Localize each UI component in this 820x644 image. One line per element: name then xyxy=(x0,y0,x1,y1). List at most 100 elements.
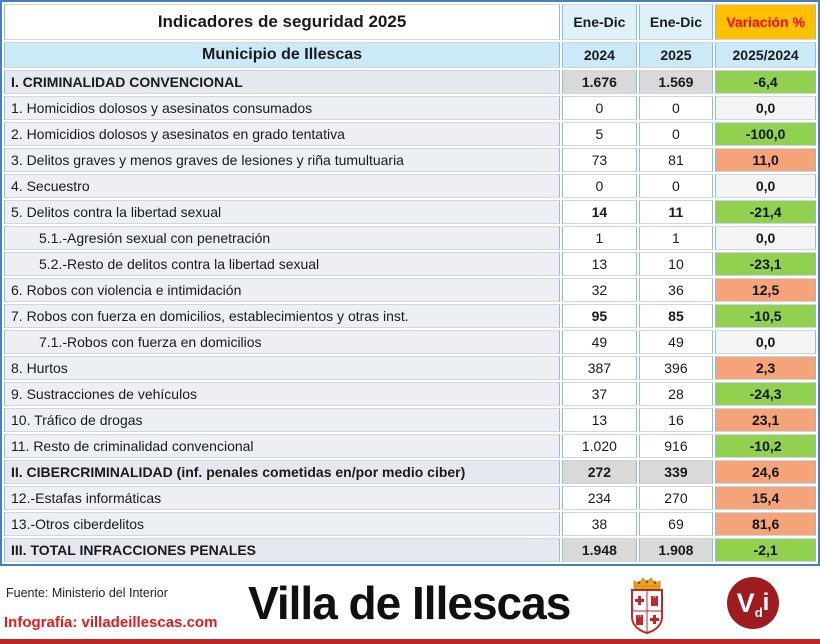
row-label: 1. Homicidios dolosos y asesinatos consu… xyxy=(4,96,561,120)
table-row: 1. Homicidios dolosos y asesinatos consu… xyxy=(4,96,816,120)
value-2025: 1.908 xyxy=(638,538,714,562)
table-row: 4. Secuestro 0 0 0,0 xyxy=(4,174,816,198)
table-row: 2. Homicidios dolosos y asesinatos en gr… xyxy=(4,122,816,146)
vdi-logo-letter-i: i xyxy=(762,589,770,616)
row-label: 7. Robos con fuerza en domicilios, estab… xyxy=(4,304,561,328)
row-label: 3. Delitos graves y menos graves de lesi… xyxy=(4,148,561,172)
value-2024: 95 xyxy=(562,304,637,328)
value-2024: 234 xyxy=(562,486,637,510)
value-2024: 0 xyxy=(562,96,637,120)
value-2025: 49 xyxy=(638,330,714,354)
table-row: 6. Robos con violencia e intimidación 32 3… xyxy=(4,278,816,302)
table-row: 5. Delitos contra la libertad sexual 14 11… xyxy=(4,200,816,224)
value-2024: 1.020 xyxy=(562,434,637,458)
variation-value: 81,6 xyxy=(715,512,816,536)
value-2024: 13 xyxy=(562,252,637,276)
variation-value: 23,1 xyxy=(715,408,816,432)
table-body: I. CRIMINALIDAD CONVENCIONAL 1.676 1.569 -6… xyxy=(4,70,816,562)
infographic-credit: Infografía: villadeillescas.com xyxy=(4,614,218,631)
row-label: 5.2.-Resto de delitos contra la libertad… xyxy=(4,252,561,276)
coat-of-arms-icon xyxy=(631,577,663,635)
value-2025: 270 xyxy=(638,486,714,510)
variation-value: 11,0 xyxy=(715,148,816,172)
row-label: 11. Resto de criminalidad convencional xyxy=(4,434,561,458)
value-2025: 0 xyxy=(638,122,714,146)
table-row: III. TOTAL INFRACCIONES PENALES 1.948 1.90… xyxy=(4,538,816,562)
value-2025: 396 xyxy=(638,356,714,380)
row-label: 5. Delitos contra la libertad sexual xyxy=(4,200,561,224)
security-indicators-table: Indicadores de seguridad 2025 Ene-Dic En… xyxy=(0,0,820,566)
table-row: 9. Sustracciones de vehículos 37 28 -24,3 xyxy=(4,382,816,406)
value-2025: 11 xyxy=(638,200,714,224)
table-row: 5.2.-Resto de delitos contra la libertad… xyxy=(4,252,816,276)
row-label: 9. Sustracciones de vehículos xyxy=(4,382,561,406)
value-2024: 0 xyxy=(562,174,637,198)
value-2024: 73 xyxy=(562,148,637,172)
value-2024: 1 xyxy=(562,226,637,250)
table-row: 8. Hurtos 387 396 2,3 xyxy=(4,356,816,380)
value-2025: 85 xyxy=(638,304,714,328)
bottom-red-strip xyxy=(0,639,820,644)
col-header-year-2025: 2025 xyxy=(638,42,714,68)
col-header-ratio: 2025/2024 xyxy=(715,42,816,68)
table-row: 5.1.-Agresión sexual con penetración 1 1 0,… xyxy=(4,226,816,250)
table-title: Indicadores de seguridad 2025 xyxy=(4,4,561,40)
col-header-period-2025: Ene-Dic xyxy=(638,4,714,40)
vdi-logo-letter-v: V xyxy=(736,587,755,618)
row-label: 2. Homicidios dolosos y asesinatos en gr… xyxy=(4,122,561,146)
municipality-title: Municipio de Illescas xyxy=(4,42,561,68)
row-label: 7.1.-Robos con fuerza en domicilios xyxy=(4,330,561,354)
variation-value: -10,2 xyxy=(715,434,816,458)
value-2024: 272 xyxy=(562,460,637,484)
header-row-periods: Indicadores de seguridad 2025 Ene-Dic En… xyxy=(4,4,816,40)
table-row: 7.1.-Robos con fuerza en domicilios 49 49 0… xyxy=(4,330,816,354)
row-label: 10. Tráfico de drogas xyxy=(4,408,561,432)
value-2024: 49 xyxy=(562,330,637,354)
table-row: 7. Robos con fuerza en domicilios, estab… xyxy=(4,304,816,328)
variation-value: -6,4 xyxy=(715,70,816,94)
table-row: II. CIBERCRIMINALIDAD (inf. penales come… xyxy=(4,460,816,484)
value-2025: 0 xyxy=(638,174,714,198)
col-header-period-2024: Ene-Dic xyxy=(562,4,637,40)
value-2025: 10 xyxy=(638,252,714,276)
value-2025: 0 xyxy=(638,96,714,120)
col-header-variation: Variación % xyxy=(715,4,816,40)
row-label: 8. Hurtos xyxy=(4,356,561,380)
value-2025: 69 xyxy=(638,512,714,536)
value-2024: 387 xyxy=(562,356,637,380)
value-2025: 28 xyxy=(638,382,714,406)
value-2024: 14 xyxy=(562,200,637,224)
variation-value: 2,3 xyxy=(715,356,816,380)
variation-value: -10,5 xyxy=(715,304,816,328)
variation-value: 15,4 xyxy=(715,486,816,510)
value-2025: 36 xyxy=(638,278,714,302)
variation-value: 0,0 xyxy=(715,226,816,250)
row-label: 13.-Otros ciberdelitos xyxy=(4,512,561,536)
variation-value: 12,5 xyxy=(715,278,816,302)
row-label: 12.-Estafas informáticas xyxy=(4,486,561,510)
table-row: 12.-Estafas informáticas 234 270 15,4 xyxy=(4,486,816,510)
row-label: 4. Secuestro xyxy=(4,174,561,198)
value-2025: 339 xyxy=(638,460,714,484)
table-row: I. CRIMINALIDAD CONVENCIONAL 1.676 1.569 -6… xyxy=(4,70,816,94)
table-row: 10. Tráfico de drogas 13 16 23,1 xyxy=(4,408,816,432)
value-2024: 1.948 xyxy=(562,538,637,562)
brand-title: Villa de Illescas xyxy=(248,577,571,629)
value-2024: 5 xyxy=(562,122,637,146)
value-2024: 38 xyxy=(562,512,637,536)
value-2024: 13 xyxy=(562,408,637,432)
value-2025: 916 xyxy=(638,434,714,458)
variation-value: -23,1 xyxy=(715,252,816,276)
variation-value: -24,3 xyxy=(715,382,816,406)
row-label: I. CRIMINALIDAD CONVENCIONAL xyxy=(4,70,561,94)
variation-value: 0,0 xyxy=(715,330,816,354)
source-note: Fuente: Ministerio del Interior xyxy=(6,586,168,600)
table-row: 3. Delitos graves y menos graves de lesi… xyxy=(4,148,816,172)
variation-value: 24,6 xyxy=(715,460,816,484)
value-2024: 37 xyxy=(562,382,637,406)
row-label: II. CIBERCRIMINALIDAD (inf. penales come… xyxy=(4,460,561,484)
table-row: 11. Resto de criminalidad convencional 1.… xyxy=(4,434,816,458)
footer: Fuente: Ministerio del Interior Infograf… xyxy=(0,572,820,640)
